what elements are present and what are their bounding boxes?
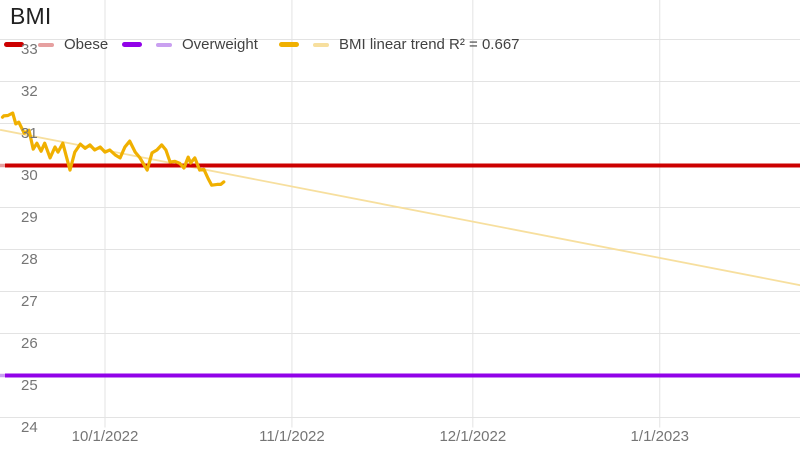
y-tick-label: 24 bbox=[21, 419, 38, 436]
x-tick-label: 10/1/2022 bbox=[71, 428, 139, 445]
y-tick-label: 30 bbox=[21, 167, 38, 184]
bmi-trend-line bbox=[0, 128, 800, 287]
x-tick-label: 12/1/2022 bbox=[439, 428, 507, 445]
y-tick-label: 31 bbox=[21, 125, 38, 142]
chart-title: BMI bbox=[10, 3, 52, 29]
y-tick-label: 32 bbox=[21, 83, 38, 100]
legend-line-swatch bbox=[4, 42, 24, 47]
legend-trend-swatch bbox=[156, 42, 172, 47]
legend-label: Obese bbox=[64, 36, 109, 53]
legend-trend-swatch bbox=[313, 42, 329, 47]
bmi-series-line bbox=[0, 111, 226, 187]
legend-label: Overweight bbox=[182, 36, 258, 53]
legend-trend-swatch bbox=[38, 42, 54, 47]
legend: Obese Overweight BMI linear trend R² = 0.6… bbox=[0, 36, 800, 54]
y-tick-label: 25 bbox=[21, 377, 38, 394]
y-tick-label: 27 bbox=[21, 293, 38, 310]
legend-label: BMI linear trend R² = 0.667 bbox=[339, 36, 520, 53]
legend-line-swatch bbox=[279, 42, 299, 47]
legend-line-swatch bbox=[122, 42, 142, 47]
y-tick-label: 28 bbox=[21, 251, 38, 268]
x-tick-label: 11/1/2022 bbox=[259, 428, 325, 445]
legend-item-obese: Obese bbox=[4, 36, 108, 53]
legend-item-overweight: Overweight bbox=[122, 36, 258, 53]
y-tick-label: 33 bbox=[21, 41, 38, 58]
y-tick-label: 26 bbox=[21, 335, 38, 352]
legend-item-bmi: BMI linear trend R² = 0.667 bbox=[279, 36, 520, 53]
x-tick-label: 1/1/2023 bbox=[630, 428, 689, 445]
y-tick-label: 29 bbox=[21, 209, 38, 226]
